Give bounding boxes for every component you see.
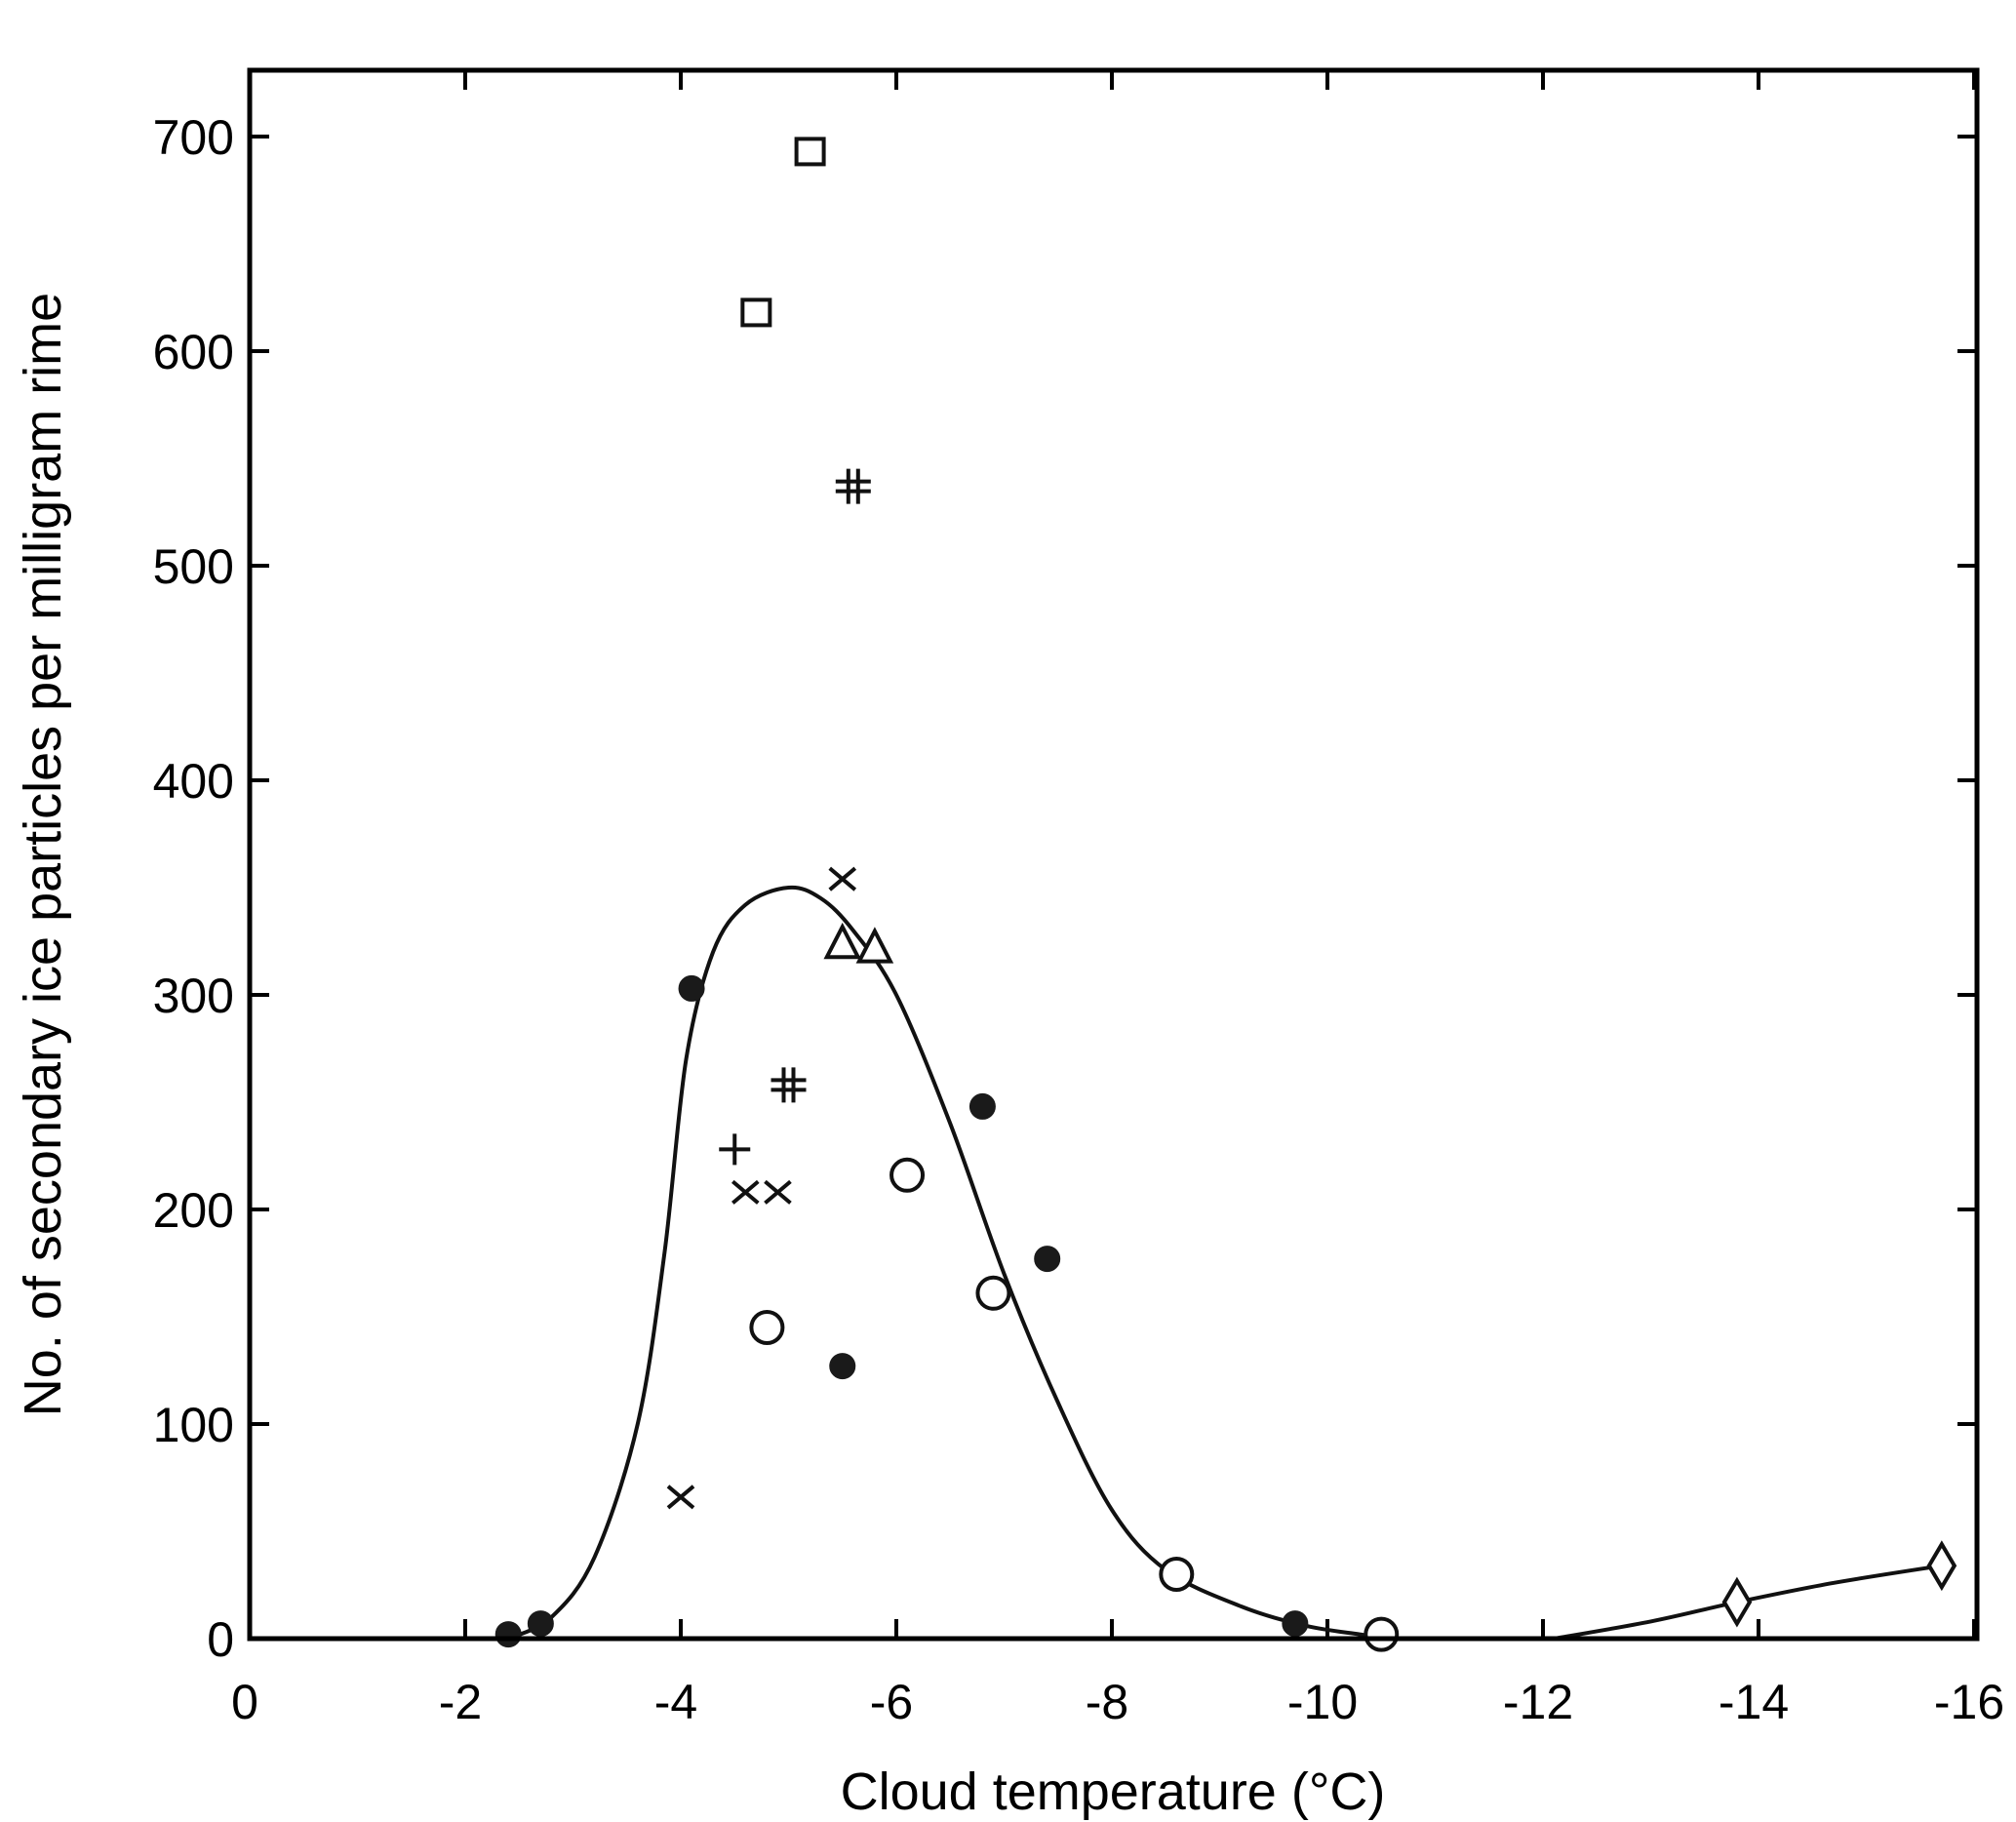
x-tick-label: -2 (439, 1675, 482, 1729)
y-tick-label: 300 (153, 969, 234, 1023)
x-tick-label: -16 (1934, 1675, 2004, 1729)
y-tick-label: 600 (153, 325, 234, 379)
filled-circle-point (678, 974, 705, 1002)
x-tick-label: -10 (1287, 1675, 1358, 1729)
open-circle-point (749, 1310, 785, 1345)
y-tick-label: 0 (207, 1612, 234, 1667)
open-circle-point (889, 1157, 926, 1193)
data-points (494, 137, 1957, 1652)
y-tick-label: 400 (153, 754, 234, 809)
x-tick-label: -12 (1503, 1675, 1573, 1729)
x-tick-label: -14 (1719, 1675, 1789, 1729)
open-circle-point (1364, 1616, 1400, 1652)
axis-ticks (248, 70, 1977, 1641)
x-cross-point (666, 1485, 695, 1510)
x-tick-label: -6 (870, 1675, 913, 1729)
y-axis-label: No. of secondary ice particles per milli… (14, 293, 72, 1416)
x-axis-label: Cloud temperature (°C) (841, 1763, 1386, 1821)
filled-circle-point (494, 1621, 522, 1648)
double-cross-point (771, 1067, 807, 1103)
plot-frame (247, 67, 1980, 1642)
x-tick-label: 0 (231, 1675, 258, 1729)
x-tick-label: -4 (654, 1675, 697, 1729)
y-tick-label: 100 (153, 1398, 234, 1452)
x-cross-point (764, 1179, 792, 1205)
open-circle-point (1159, 1557, 1195, 1592)
fit-curve (506, 885, 1395, 1641)
open-triangle-point (823, 922, 862, 960)
filled-circle-point (527, 1610, 554, 1638)
filled-circle-point (1282, 1610, 1309, 1638)
y-tick-label: 500 (153, 539, 234, 594)
double-cross-point (835, 468, 871, 504)
tick-labels: 0 -2 -4 -6 -8 -10 -12 -14 -16 0 100 200 300 400 500 600… (153, 110, 2005, 1729)
x-tick-label: -8 (1086, 1675, 1128, 1729)
filled-circle-point (968, 1092, 996, 1120)
open-square-point (794, 137, 826, 167)
open-triangle-point (855, 927, 894, 964)
x-cross-point (828, 866, 857, 891)
filled-circle-point (1034, 1246, 1061, 1273)
open-circle-point (975, 1275, 1011, 1311)
y-tick-label: 200 (153, 1183, 234, 1238)
fit-curves (506, 885, 1944, 1641)
open-diamond-point (1721, 1576, 1753, 1628)
filled-circle-point (829, 1353, 856, 1380)
y-tick-label: 700 (153, 110, 234, 165)
plus-point (719, 1133, 751, 1166)
open-diamond-point (1926, 1540, 1957, 1592)
open-square-point (740, 297, 772, 328)
x-cross-point (731, 1179, 760, 1205)
